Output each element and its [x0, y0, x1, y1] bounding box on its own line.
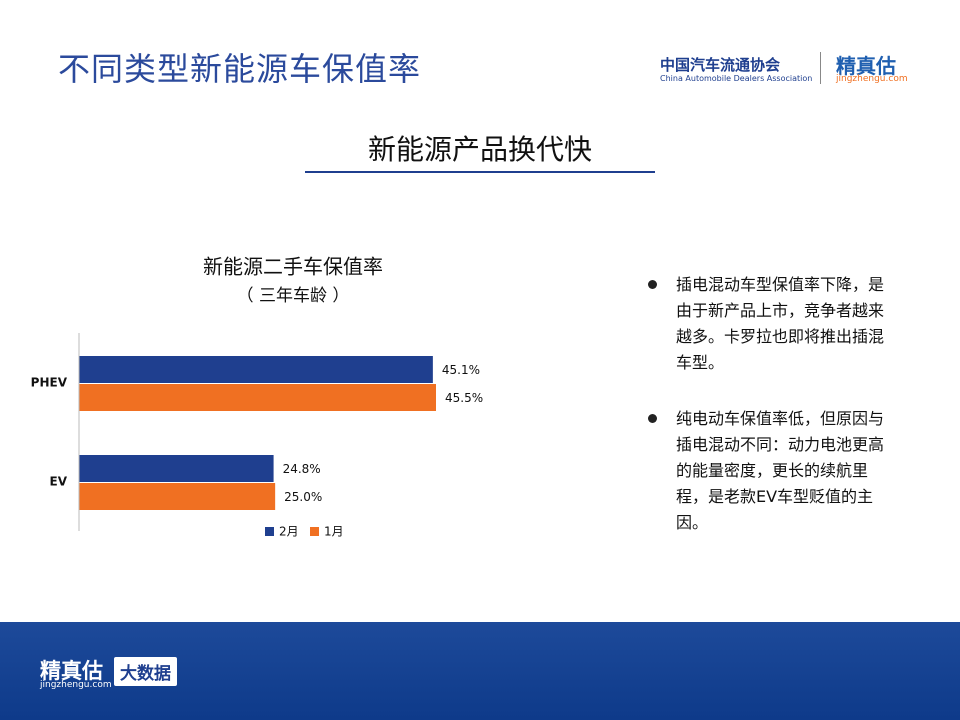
category-label: EV	[50, 475, 68, 489]
footer-url: jingzhengu.com	[40, 680, 112, 690]
bar	[79, 455, 274, 482]
heading-underline	[305, 171, 655, 173]
footer-tag: 大数据	[114, 657, 177, 686]
footer-brand: 精真估	[40, 659, 103, 683]
legend-swatch	[310, 527, 319, 536]
bar	[79, 384, 436, 411]
legend-swatch	[265, 527, 274, 536]
value-label: 25.0%	[284, 490, 322, 504]
chart: 新能源二手车保值率 （ 三年车龄 ） PHEV 45.1% 45.5% EV 24.8%…	[31, 255, 483, 539]
legend-label: 1月	[324, 525, 344, 539]
bullet-text: 纯电动车保值率低，但原因与插电混动不同：动力电池更高的能量密度，更长的续航里程，…	[676, 409, 885, 532]
brand-url: jingzhengu.com	[836, 74, 908, 84]
slide-title: 不同类型新能源车保值率	[58, 50, 422, 88]
chart-title: 新能源二手车保值率	[203, 255, 383, 279]
chart-subtitle: （ 三年车龄 ）	[237, 286, 350, 306]
value-label: 45.1%	[442, 363, 480, 377]
logo-subtext: China Automobile Dealers Association	[660, 74, 813, 83]
value-label: 45.5%	[445, 391, 483, 405]
separator	[820, 52, 821, 84]
bullet-dot	[648, 280, 657, 289]
logo-text: 中国汽车流通协会	[660, 56, 781, 74]
heading: 新能源产品换代快	[367, 133, 592, 166]
bullet-text: 插电混动车型保值率下降，是由于新产品上市，竞争者越来越多。卡罗拉也即将推出插混车…	[676, 275, 885, 372]
value-label: 24.8%	[283, 462, 321, 476]
category-label: PHEV	[31, 376, 68, 390]
bullet-dot	[648, 414, 657, 423]
bar	[79, 356, 433, 383]
brand-logo: 精真估	[836, 54, 896, 78]
bar	[79, 483, 276, 510]
legend-label: 2月	[279, 525, 299, 539]
